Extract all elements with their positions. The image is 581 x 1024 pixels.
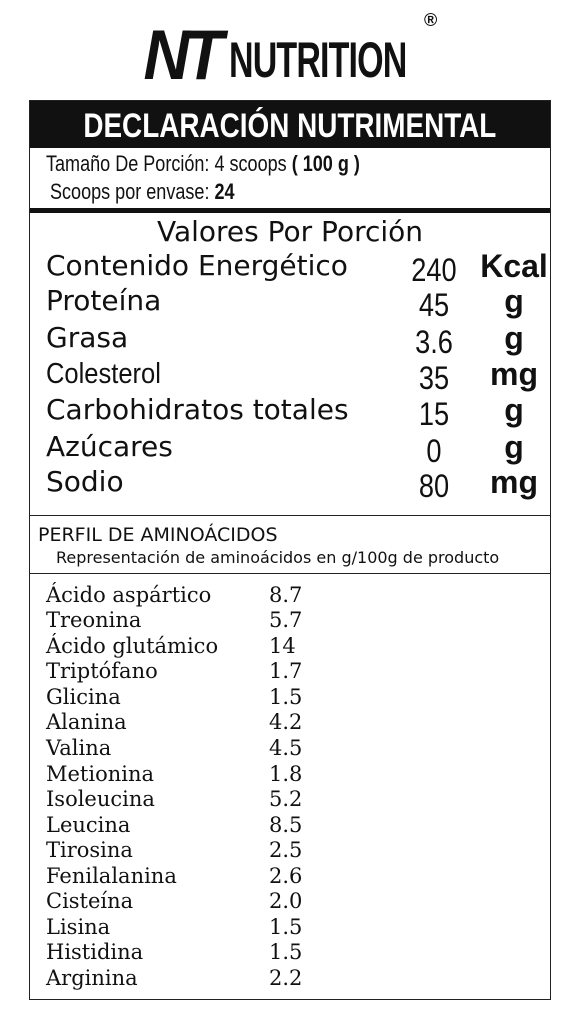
amino-name: Leucina	[46, 813, 131, 837]
amino-row: Arginina 2.2	[30, 966, 550, 991]
serving-size: Tamaño De Porción: 4 scoops ( 100 g )	[46, 151, 360, 177]
registered-mark: ®	[424, 10, 438, 30]
amino-name: Valina	[46, 736, 112, 760]
scoops-per-container: Scoops por envase: 24	[50, 179, 235, 205]
amino-row: Fenilalanina 2.6	[30, 864, 550, 889]
section-divider	[30, 573, 550, 574]
brand-mark: NT	[143, 15, 223, 95]
amino-value: 8.5	[269, 813, 303, 837]
nutrient-unit: Kcal	[480, 248, 548, 284]
nutrient-unit: g	[504, 283, 524, 319]
declaration-title: DECLARACIÓN NUTRIMENTAL	[83, 107, 497, 145]
declaration-banner: DECLARACIÓN NUTRIMENTAL	[30, 101, 550, 148]
nutrient-unit: g	[504, 429, 524, 465]
nutrient-name: Proteína	[46, 284, 162, 317]
nutrient-unit: mg	[490, 464, 538, 500]
nutrient-name: Azúcares	[46, 430, 173, 463]
nutrient-unit: mg	[490, 356, 538, 392]
amino-value: 4.2	[269, 710, 303, 734]
nutrient-value: 240	[411, 252, 457, 288]
nutrient-name: Carbohidratos totales	[46, 393, 349, 426]
amino-name: Metionina	[46, 762, 155, 786]
amino-value: 5.2	[269, 787, 303, 811]
section-divider	[30, 515, 550, 516]
amino-value: 4.5	[269, 736, 303, 760]
nutrient-row-protein: Proteína 45 g	[30, 283, 550, 323]
amino-row: Leucina 8.5	[30, 813, 550, 838]
amino-row: Triptófano 1.7	[30, 659, 550, 684]
nutrient-unit: g	[504, 320, 524, 356]
nutrient-row-sodium: Sodio 80 mg	[30, 464, 550, 504]
nutrient-value: 0	[426, 433, 442, 469]
amino-name: Treonina	[46, 608, 142, 632]
amino-row: Lisina 1.5	[30, 915, 550, 940]
amino-value: 8.7	[269, 583, 303, 607]
nutrition-label: DECLARACIÓN NUTRIMENTAL Tamaño De Porció…	[29, 100, 551, 1000]
nutrient-unit: g	[504, 392, 524, 428]
values-per-serving-heading: Valores Por Porción	[156, 215, 424, 248]
amino-value: 1.7	[269, 659, 303, 683]
amino-profile-subtitle: Representación de aminoácidos en g/100g …	[56, 548, 500, 567]
nutrient-row-cholesterol: Colesterol 35 mg	[30, 356, 550, 396]
amino-name: Triptófano	[46, 659, 158, 683]
amino-name: Tirosina	[46, 838, 133, 862]
nutrient-row-fat: Grasa 3.6 g	[30, 320, 550, 360]
nutrient-value: 15	[418, 396, 450, 432]
brand-logo: NT NUTRITION	[0, 15, 581, 95]
serving-size-value: 4 scoops	[214, 151, 287, 176]
amino-row: Ácido glutámico 14	[30, 634, 550, 659]
amino-row: Tirosina 2.5	[30, 838, 550, 863]
amino-row: Ácido aspártico 8.7	[30, 583, 550, 608]
serving-open-paren: (	[291, 151, 298, 176]
amino-value: 1.5	[269, 685, 303, 709]
amino-value: 2.6	[269, 864, 303, 888]
amino-value: 14	[269, 634, 296, 658]
nutrient-value: 35	[418, 360, 450, 396]
amino-name: Arginina	[46, 966, 138, 990]
amino-value: 5.7	[269, 608, 303, 632]
amino-profile-title: PERFIL DE AMINOÁCIDOS	[38, 524, 278, 546]
thick-divider	[30, 208, 550, 213]
amino-row: Metionina 1.8	[30, 762, 550, 787]
amino-value: 1.5	[269, 915, 303, 939]
amino-name: Glicina	[46, 685, 121, 709]
amino-row: Isoleucina 5.2	[30, 787, 550, 812]
brand-word: NUTRITION	[228, 33, 407, 88]
scoops-value: 24	[214, 179, 235, 204]
amino-name: Fenilalanina	[46, 864, 177, 888]
amino-row: Histidina 1.5	[30, 940, 550, 965]
amino-value: 1.5	[269, 940, 303, 964]
nutrient-value: 3.6	[415, 324, 453, 360]
scoops-label: Scoops por envase:	[50, 179, 210, 204]
amino-row: Glicina 1.5	[30, 685, 550, 710]
nutrient-value: 80	[418, 468, 450, 504]
amino-value: 2.0	[269, 889, 303, 913]
nutrient-name: Contenido Energético	[46, 249, 348, 282]
serving-close-paren: )	[353, 151, 360, 176]
amino-name: Lisina	[46, 915, 111, 939]
amino-value: 2.2	[269, 966, 303, 990]
nutrient-row-sugars: Azúcares 0 g	[30, 429, 550, 469]
amino-name: Alanina	[46, 710, 127, 734]
amino-name: Histidina	[46, 940, 144, 964]
nutrient-name: Grasa	[46, 321, 129, 354]
amino-row: Alanina 4.2	[30, 710, 550, 735]
nutrient-row-energy: Contenido Energético 240 Kcal	[30, 248, 550, 288]
serving-grams: 100 g	[302, 151, 349, 176]
amino-name: Ácido glutámico	[46, 634, 219, 658]
nutrient-name: Colesterol	[46, 358, 161, 390]
nutrient-row-carbohydrates: Carbohidratos totales 15 g	[30, 392, 550, 432]
amino-value: 1.8	[269, 762, 303, 786]
amino-row: Valina 4.5	[30, 736, 550, 761]
amino-name: Isoleucina	[46, 787, 155, 811]
amino-value: 2.5	[269, 838, 303, 862]
amino-name: Cisteína	[46, 889, 134, 913]
amino-row: Treonina 5.7	[30, 608, 550, 633]
serving-size-label: Tamaño De Porción:	[46, 151, 210, 176]
nutrient-value: 45	[418, 287, 450, 323]
amino-name: Ácido aspártico	[46, 583, 212, 607]
amino-row: Cisteína 2.0	[30, 889, 550, 914]
nutrient-name: Sodio	[46, 465, 124, 498]
